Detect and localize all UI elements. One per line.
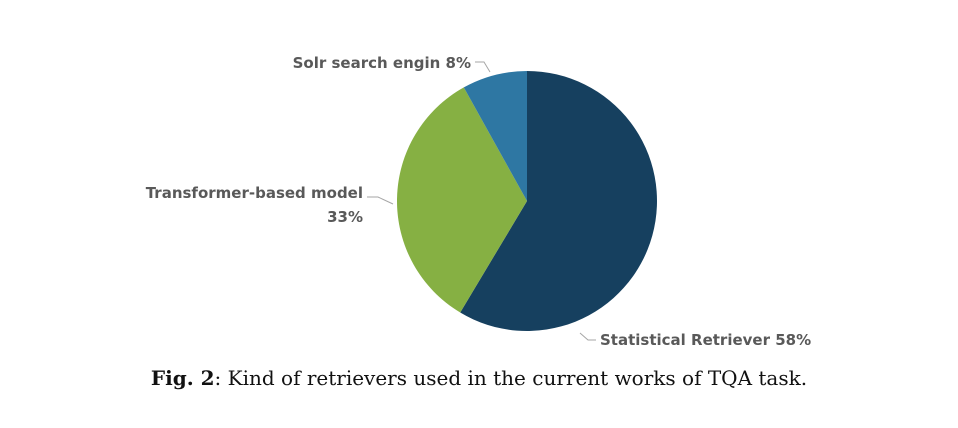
leader-line-3 [475, 61, 491, 73]
caption-text: : Kind of retrievers used in the current… [214, 366, 808, 390]
pie-chart: Statistical Retriever 58% Transformer-bas… [146, 54, 811, 349]
pie-slice-1 [460, 71, 658, 331]
figure-caption: Fig. 2: Kind of retrievers used in the c… [0, 366, 958, 390]
leader-line-1 [579, 332, 596, 341]
slice-label-3: Solr search engin 8% [293, 54, 471, 72]
slice-label-1: Statistical Retriever 58% [600, 331, 811, 349]
pie-slice-2 [397, 87, 527, 313]
pie-slice-3 [463, 71, 527, 201]
caption-prefix: Fig. 2 [150, 366, 215, 390]
slice-label-2-line-2: 33% [327, 208, 363, 226]
leader-line-2 [367, 196, 394, 205]
slice-label-2-line-1: Transformer-based model [146, 184, 363, 202]
